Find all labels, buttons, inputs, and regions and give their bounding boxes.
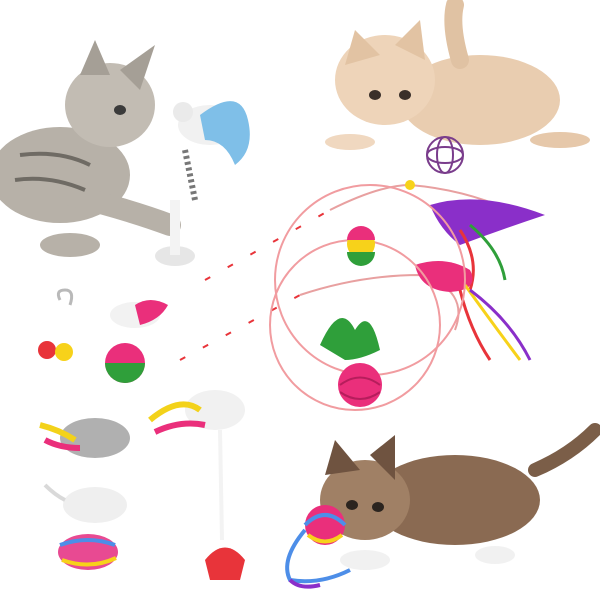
bell-keychain (38, 288, 74, 361)
spring-mouse-toy-blue (155, 101, 250, 266)
wire-ball (426, 136, 464, 174)
spring-mouse-toy-white (148, 390, 245, 580)
tumbler-mouse-toy (105, 300, 168, 383)
plush-mice (39, 418, 130, 570)
feather-wand-toy (203, 180, 545, 291)
yarn-ball (285, 505, 351, 589)
kitten-grey-tabby (0, 40, 181, 257)
mouse-wand-toy (178, 261, 532, 364)
feather-ball-toy (320, 318, 382, 407)
rainbow-ball (347, 226, 375, 266)
kitten-orange (325, 0, 590, 150)
